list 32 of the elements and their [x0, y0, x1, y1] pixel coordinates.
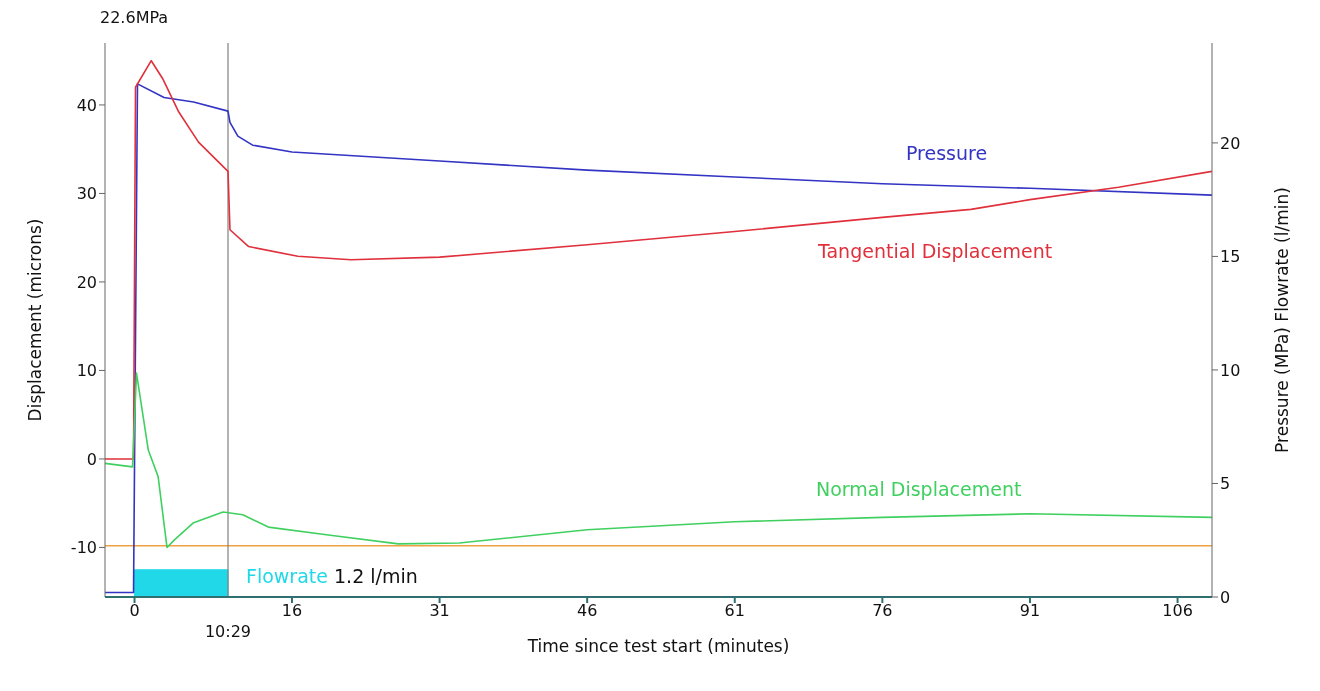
x-tick-label: 0 [129, 601, 140, 621]
y2-tick-label: 5 [1220, 474, 1231, 494]
line-series [105, 83, 1212, 594]
y2-tick-label: 10 [1220, 360, 1241, 380]
x-axis-title: Time since test start (minutes) [526, 636, 790, 656]
annotation: 1.2 l/min [333, 565, 418, 587]
x-tick-label: 76 [872, 601, 893, 621]
y-tick-label: 0 [86, 449, 97, 469]
y-tick-label: 30 [76, 184, 97, 204]
line-series [105, 59, 1212, 460]
line-series [105, 372, 1212, 549]
x-tick-label: 16 [281, 601, 303, 621]
y2-tick-label: 15 [1220, 247, 1241, 267]
x-tick-label: 91 [1019, 601, 1041, 621]
series-label: Normal Displacement [816, 478, 1022, 500]
y-tick-label: -10 [70, 538, 97, 558]
x-tick-label: 106 [1162, 601, 1193, 621]
y2-tick-label: 0 [1220, 587, 1231, 607]
y-axis-title: Displacement (microns) [25, 218, 46, 422]
series-label: Tangential Displacement [818, 240, 1053, 262]
series-label: Pressure [906, 142, 988, 164]
y2-tick-label: 20 [1220, 133, 1241, 153]
y-tick-label: 20 [76, 272, 97, 292]
ref-line-label: 10:29 [204, 622, 252, 641]
x-tick-label: 46 [576, 601, 598, 621]
x-tick-label: 31 [429, 601, 450, 621]
text: 22.6MPa [100, 8, 169, 27]
y2-axis-title: Pressure (MPa) Flowrate (l/min) [1272, 187, 1293, 453]
y-tick-label: 10 [76, 361, 97, 381]
x-tick-label: 61 [724, 601, 745, 621]
series-label: Flowrate [246, 565, 328, 587]
y-tick-label: 40 [76, 95, 97, 115]
